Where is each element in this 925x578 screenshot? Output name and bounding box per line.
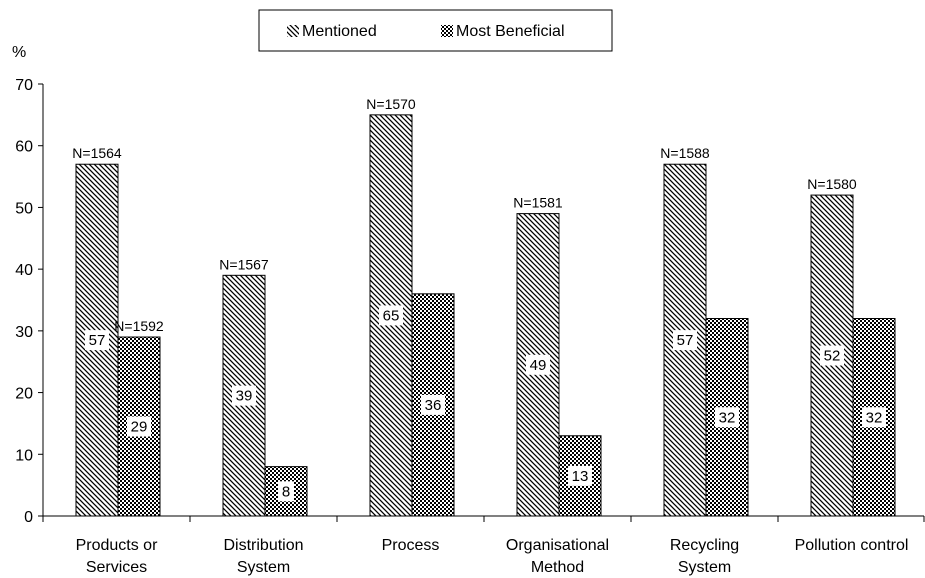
data-label: 36 (425, 397, 442, 414)
x-category-label: Organisational (506, 537, 609, 554)
data-label-background (715, 407, 739, 428)
legend-swatch-mentioned (287, 25, 299, 37)
data-label-background (673, 330, 697, 351)
data-label: 32 (866, 409, 883, 426)
y-axis: 0 10 20 30 40 50 60 70 (15, 77, 44, 526)
x-category-label: Distribution (223, 537, 303, 554)
data-label-background (862, 407, 886, 428)
data-label: 57 (677, 332, 694, 349)
data-label: 32 (719, 409, 736, 426)
n-label: N=1564 (72, 145, 122, 161)
legend-swatch-most-beneficial (441, 25, 453, 37)
x-category-label: Products or (76, 537, 158, 554)
data-label: 52 (824, 348, 841, 365)
data-label-background (127, 416, 151, 437)
x-category-label: Process (382, 537, 440, 554)
y-tick-label: 50 (15, 200, 33, 217)
legend-label-mentioned: Mentioned (302, 23, 377, 40)
y-tick-label: 30 (15, 324, 33, 341)
data-label: 29 (131, 419, 148, 436)
legend-box (258, 9, 613, 52)
data-label-background (421, 394, 445, 415)
x-category-label: Services (86, 559, 147, 576)
y-tick-label: 70 (15, 77, 33, 94)
data-label-background (568, 465, 592, 486)
legend-label-most-beneficial: Most Beneficial (456, 23, 565, 40)
y-axis-unit-label: % (12, 44, 26, 61)
data-label: 65 (383, 307, 400, 324)
x-category-label: System (237, 559, 290, 576)
data-label: 39 (236, 388, 253, 405)
data-label: 49 (530, 357, 547, 374)
n-label: N=1581 (513, 195, 563, 211)
n-label: N=1570 (366, 96, 416, 112)
data-label-background (85, 330, 109, 351)
data-label-background (232, 385, 256, 406)
data-label: 57 (89, 332, 106, 349)
n-label: N=1580 (807, 176, 857, 192)
legend: Mentioned Most Beneficial (258, 9, 613, 52)
x-category-label: Pollution control (795, 537, 909, 554)
y-tick-label: 60 (15, 139, 33, 156)
data-label: 8 (282, 483, 290, 500)
x-axis: Products or Services Distribution System Pro… (42, 515, 925, 576)
n-label: N=1592 (114, 318, 164, 334)
y-tick-label: 0 (24, 509, 33, 526)
x-category-label: Recycling (670, 537, 739, 554)
y-tick-label: 40 (15, 262, 33, 279)
data-label-background (278, 481, 294, 502)
n-label: N=1567 (219, 256, 269, 272)
data-label: 13 (572, 468, 589, 485)
x-category-label: System (678, 559, 731, 576)
data-label-background (820, 345, 844, 366)
bars: N=1564 57 N=1567 39 N=1570 65 N=1581 49 N=1588 57… (72, 96, 896, 517)
data-label-background (379, 305, 403, 326)
x-category-label: Method (531, 559, 584, 576)
y-tick-label: 20 (15, 386, 33, 403)
y-tick-label: 10 (15, 447, 33, 464)
data-label-background (526, 354, 550, 375)
n-label: N=1588 (660, 145, 710, 161)
